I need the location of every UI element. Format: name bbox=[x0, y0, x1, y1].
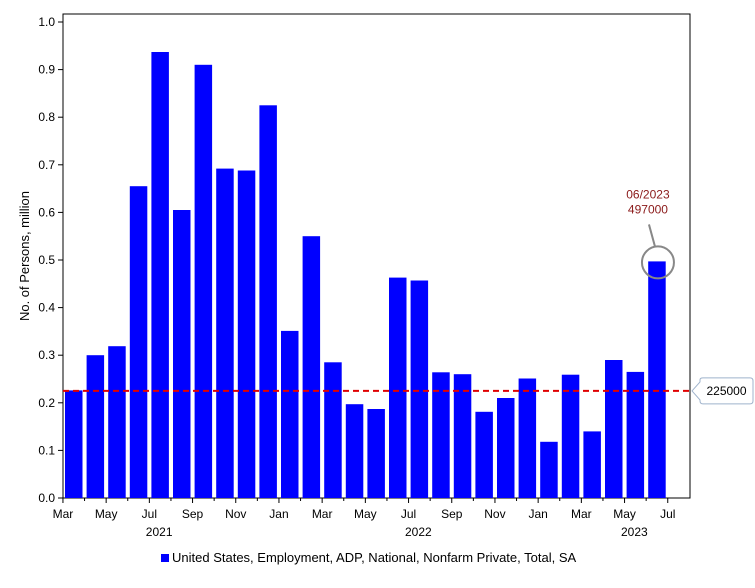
x-tick-label: Jan bbox=[269, 507, 288, 521]
bar-2021-11 bbox=[237, 170, 256, 498]
x-year-label: 2021 bbox=[146, 525, 173, 539]
bar-2023-06 bbox=[648, 261, 666, 498]
annotation-leader bbox=[647, 224, 656, 247]
x-tick-label: Jul bbox=[142, 507, 157, 521]
annotation-value: 497000 bbox=[628, 202, 668, 216]
bar-2022-03 bbox=[324, 362, 342, 498]
bar-2022-06 bbox=[389, 277, 407, 498]
y-tick-label: 0.4 bbox=[38, 301, 55, 315]
bar-2021-06 bbox=[129, 186, 148, 498]
bar-2021-12 bbox=[259, 105, 277, 499]
bar-2021-05 bbox=[108, 346, 126, 498]
x-tick-label: Jan bbox=[528, 507, 547, 521]
legend-label: United States, Employment, ADP, National… bbox=[172, 550, 576, 565]
annotation-date: 06/2023 bbox=[626, 187, 670, 201]
y-tick-label: 0.1 bbox=[38, 443, 55, 457]
bar-2023-02 bbox=[561, 374, 580, 498]
bar-2022-07 bbox=[410, 280, 429, 498]
reference-label-box bbox=[691, 377, 754, 405]
bar-2022-01 bbox=[281, 330, 299, 498]
y-tick-label: 0.3 bbox=[38, 348, 55, 362]
bar-2021-07 bbox=[151, 52, 169, 498]
bar-2022-11 bbox=[497, 398, 515, 498]
y-tick-label: 0.0 bbox=[38, 491, 55, 505]
reference-line-label: 225000 bbox=[691, 377, 754, 405]
bar-2022-12 bbox=[518, 378, 537, 498]
annotation-circle bbox=[640, 245, 675, 280]
x-tick-label: Mar bbox=[312, 507, 333, 521]
x-tick-label: Jul bbox=[660, 507, 675, 521]
y-tick-label: 0.7 bbox=[38, 158, 55, 172]
x-tick-label: Nov bbox=[225, 507, 246, 521]
bar-2023-03 bbox=[583, 431, 601, 498]
bar-2022-05 bbox=[367, 409, 385, 498]
y-tick-label: 0.5 bbox=[38, 253, 55, 267]
x-tick-label: May bbox=[354, 507, 377, 521]
bar-2023-01 bbox=[540, 441, 558, 498]
bar-2021-08 bbox=[173, 210, 191, 498]
bars-group bbox=[65, 52, 666, 499]
bar-2022-10 bbox=[475, 411, 493, 498]
bar-2021-03 bbox=[65, 390, 83, 498]
legend-swatch bbox=[161, 554, 169, 562]
bar-2022-09 bbox=[453, 374, 472, 498]
x-axis: Mar May Jul Sep Nov Jan Mar May Jul Sep Nov Jan Mar M… bbox=[53, 498, 675, 539]
bar-2021-04 bbox=[86, 355, 105, 498]
y-tick-label: 0.2 bbox=[38, 396, 55, 410]
x-tick-label: May bbox=[95, 507, 118, 521]
y-tick-label: 0.8 bbox=[38, 110, 55, 124]
x-tick-label: Mar bbox=[571, 507, 592, 521]
y-tick-label: 1.0 bbox=[38, 15, 55, 29]
x-tick-label: Nov bbox=[484, 507, 505, 521]
x-year-label: 2022 bbox=[405, 525, 432, 539]
x-tick-label: Mar bbox=[53, 507, 74, 521]
bar-2023-04 bbox=[605, 360, 623, 498]
bar-2023-05 bbox=[626, 371, 645, 498]
bar-2021-10 bbox=[216, 168, 234, 498]
y-axis-title: No. of Persons, million bbox=[17, 191, 32, 321]
legend: United States, Employment, ADP, National… bbox=[161, 550, 576, 565]
reference-label-text: 225000 bbox=[706, 384, 746, 398]
x-tick-label: May bbox=[613, 507, 636, 521]
y-tick-label: 0.9 bbox=[38, 63, 55, 77]
bar-2022-02 bbox=[302, 236, 321, 498]
x-year-label: 2023 bbox=[621, 525, 648, 539]
x-tick-label: Sep bbox=[441, 507, 463, 521]
bar-2021-09 bbox=[194, 64, 213, 499]
x-tick-label: Jul bbox=[401, 507, 416, 521]
y-tick-label: 0.6 bbox=[38, 205, 55, 219]
bar-2022-04 bbox=[345, 404, 364, 498]
x-tick-label: Sep bbox=[182, 507, 204, 521]
y-axis: 0.0 0.1 0.2 0.3 0.4 0.5 0.6 0.7 0.8 0.9 1.0 bbox=[38, 15, 63, 505]
bar-2022-08 bbox=[432, 372, 450, 498]
